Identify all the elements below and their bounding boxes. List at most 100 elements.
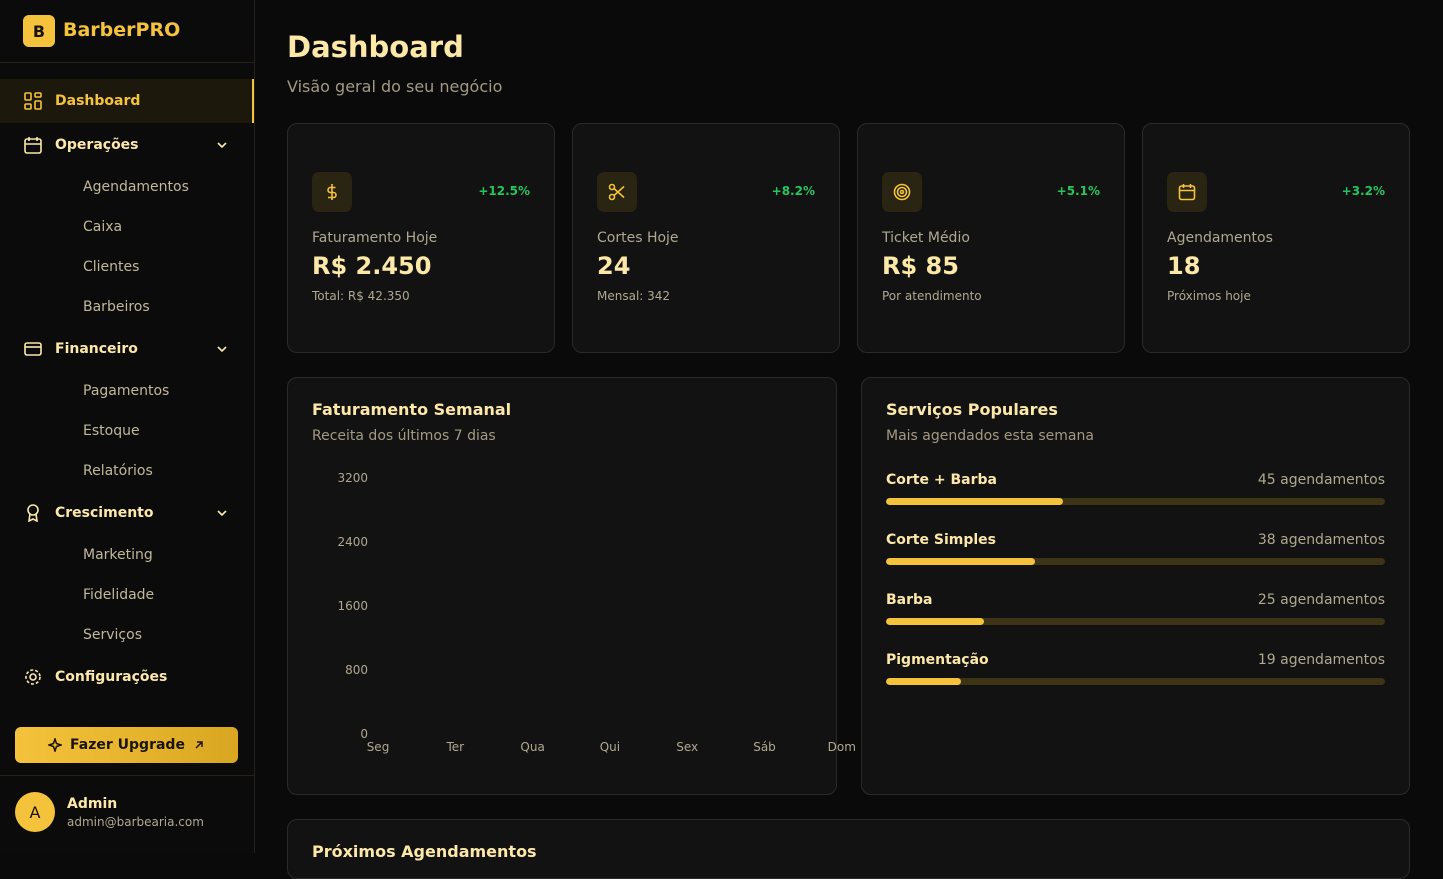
stat-card: +12.5% Faturamento Hoje R$ 2.450 Total: R$ … <box>287 123 555 353</box>
service-count: 45 agendamentos <box>1257 472 1385 488</box>
stat-icon <box>882 172 922 212</box>
nav-section[interactable]: Financeiro <box>0 329 254 369</box>
upcoming-card: Próximos Agendamentos <box>287 819 1410 879</box>
stat-sub: Próximos hoje <box>1167 289 1251 303</box>
sidebar: B BarberPRO Dashboard Operações Agendame… <box>0 0 255 853</box>
service-track <box>886 618 1385 625</box>
stat-sub: Total: R$ 42.350 <box>312 289 410 303</box>
x-tick-label: Sex <box>676 740 699 754</box>
nav-section[interactable]: Crescimento <box>0 493 254 533</box>
card-title: Próximos Agendamentos <box>312 842 537 861</box>
stat-change: +8.2% <box>771 184 815 198</box>
card-title: Faturamento Semanal <box>312 400 512 419</box>
service-name: Corte Simples <box>886 532 996 548</box>
nav-label: Operações <box>55 137 139 153</box>
logo: B <box>23 15 55 47</box>
weekly-card: Faturamento Semanal Receita dos últimos … <box>287 377 856 795</box>
stat-icon <box>1167 172 1207 212</box>
y-tick-label: 0 <box>360 727 368 741</box>
page: {"sidebar":{"brand_initial":"B","brand":… <box>0 0 1410 879</box>
nav-label: Configurações <box>55 669 168 685</box>
service-count: 19 agendamentos <box>1257 652 1385 668</box>
nav-item[interactable]: Relatórios <box>0 451 254 491</box>
stat-change: +3.2% <box>1341 184 1385 198</box>
nav-section[interactable]: Operações <box>0 125 254 165</box>
nav-item[interactable]: Dashboard <box>0 79 254 123</box>
stat-label: Ticket Médio <box>882 230 970 246</box>
stat-change: +5.1% <box>1056 184 1100 198</box>
service-bar <box>886 498 1063 505</box>
nav-section[interactable]: Configurações <box>0 657 254 697</box>
service-track <box>886 558 1385 565</box>
stat-sub: Por atendimento <box>882 289 982 303</box>
y-tick-label: 2400 <box>337 535 368 549</box>
service-name: Corte + Barba <box>886 472 997 488</box>
nav-item[interactable]: Marketing <box>0 535 254 575</box>
service-bar <box>886 558 1036 565</box>
stat-icon <box>312 172 352 212</box>
upgrade-label: Fazer Upgrade <box>70 737 185 753</box>
x-tick-label: Sáb <box>753 740 776 754</box>
nav-item[interactable]: Caixa <box>0 207 254 247</box>
stat-label: Faturamento Hoje <box>312 230 438 246</box>
nav-label: Financeiro <box>55 341 138 357</box>
avatar: A <box>15 792 55 832</box>
nav-label: Pagamentos <box>83 383 170 399</box>
nav-item[interactable]: Serviços <box>0 615 254 655</box>
stat-value: 18 <box>1167 252 1201 280</box>
nav-item[interactable]: Barbeiros <box>0 287 254 327</box>
service-track <box>886 498 1385 505</box>
service-bar <box>886 618 985 625</box>
page-subtitle: Visão geral do seu negócio <box>287 77 503 96</box>
card-title: Serviços Populares <box>886 400 1058 419</box>
nav-item[interactable]: Clientes <box>0 247 254 287</box>
service-count: 25 agendamentos <box>1257 592 1385 608</box>
nav-label: Dashboard <box>55 93 141 109</box>
nav-label: Agendamentos <box>83 179 189 195</box>
services-card: Serviços Populares Mais agendados esta s… <box>861 377 1410 795</box>
user-name: Admin <box>67 796 118 812</box>
y-tick-label: 800 <box>345 663 368 677</box>
y-tick-label: 3200 <box>337 471 368 485</box>
stat-change: +12.5% <box>478 184 530 198</box>
service-bar <box>886 678 961 685</box>
stat-label: Agendamentos <box>1167 230 1273 246</box>
nav-label: Fidelidade <box>83 587 155 603</box>
nav-label: Clientes <box>83 259 140 275</box>
user-email: admin@barbearia.com <box>67 815 204 829</box>
service-track <box>886 678 1385 685</box>
nav-item[interactable]: Pagamentos <box>0 371 254 411</box>
stat-icon <box>597 172 637 212</box>
service-name: Barba <box>886 592 933 608</box>
x-tick-label: Dom <box>827 740 856 754</box>
x-tick-label: Qui <box>599 740 621 754</box>
nav-label: Serviços <box>83 627 142 643</box>
stat-card: +8.2% Cortes Hoje 24 Mensal: 342 <box>572 123 840 353</box>
nav-label: Marketing <box>83 547 153 563</box>
nav-label: Caixa <box>83 219 123 235</box>
y-tick-label: 1600 <box>337 599 368 613</box>
upgrade-button[interactable]: Fazer Upgrade <box>15 727 238 763</box>
stat-value: R$ 85 <box>882 252 959 280</box>
service-name: Pigmentação <box>886 652 989 668</box>
nav-label: Estoque <box>83 423 140 439</box>
stat-card: +3.2% Agendamentos 18 Próximos hoje <box>1142 123 1410 353</box>
nav-item[interactable]: Fidelidade <box>0 575 254 615</box>
nav-item[interactable]: Estoque <box>0 411 254 451</box>
stat-value: R$ 2.450 <box>312 252 432 280</box>
card-subtitle: Receita dos últimos 7 dias <box>312 428 496 444</box>
card-subtitle: Mais agendados esta semana <box>886 428 1094 444</box>
x-tick-label: Ter <box>446 740 465 754</box>
x-tick-label: Qua <box>520 740 545 754</box>
divider <box>0 775 254 776</box>
nav-label: Crescimento <box>55 505 154 521</box>
stat-label: Cortes Hoje <box>597 230 679 246</box>
stat-sub: Mensal: 342 <box>597 289 671 303</box>
nav-item[interactable]: Agendamentos <box>0 167 254 207</box>
divider <box>0 62 254 63</box>
stat-card: +5.1% Ticket Médio R$ 85 Por atendimento <box>857 123 1125 353</box>
nav-label: Relatórios <box>83 463 153 479</box>
brand: BarberPRO <box>63 19 181 41</box>
x-tick-label: Seg <box>366 740 390 754</box>
page-title: Dashboard <box>287 30 464 64</box>
